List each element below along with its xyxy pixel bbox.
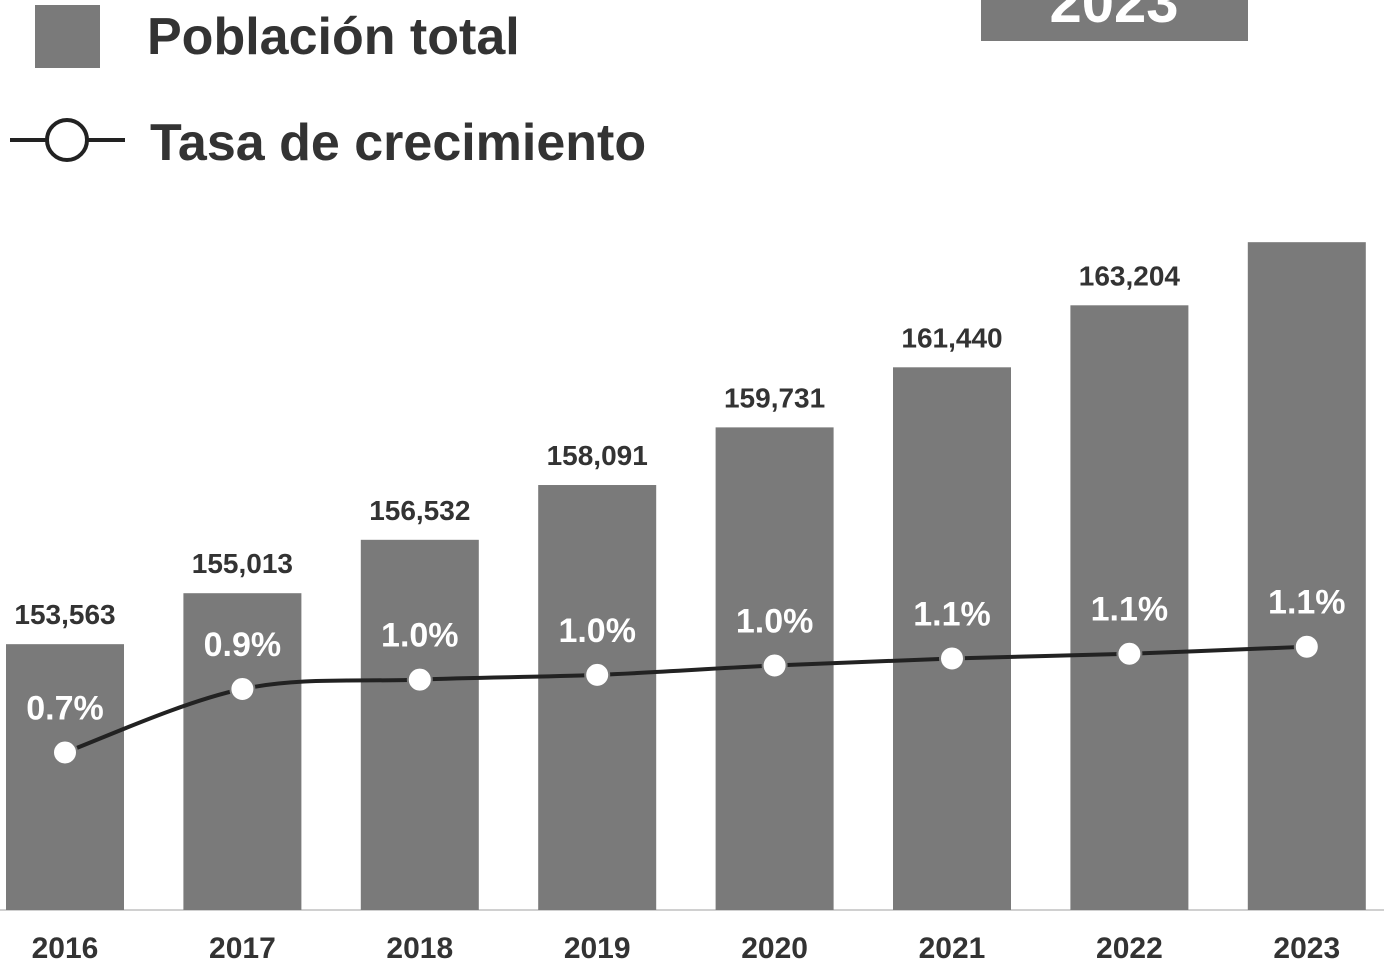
line-marker bbox=[1293, 633, 1320, 660]
line-marker bbox=[1116, 640, 1143, 667]
line-value-label: 0.7% bbox=[26, 689, 104, 727]
line-value-label: 1.0% bbox=[381, 617, 459, 655]
x-tick-label: 2023 bbox=[1273, 932, 1340, 964]
x-tick-label: 2022 bbox=[1096, 932, 1163, 964]
x-tick-label: 2020 bbox=[741, 932, 808, 964]
bar-value-label: 156,532 bbox=[369, 495, 470, 526]
bar-value-label: 155,013 bbox=[192, 548, 293, 579]
line-marker bbox=[229, 676, 256, 703]
bar bbox=[893, 367, 1011, 910]
line-value-label: 1.0% bbox=[558, 612, 636, 650]
line-value-label: 0.9% bbox=[204, 626, 282, 664]
bar bbox=[538, 485, 657, 910]
line-value-label: 1.1% bbox=[913, 595, 991, 633]
annotation: 2023 bbox=[1049, 0, 1178, 35]
line-marker bbox=[939, 645, 965, 672]
line-value-label: 1.1% bbox=[1268, 584, 1346, 622]
bar-value-label: 163,204 bbox=[1079, 260, 1181, 291]
x-tick-label: 2019 bbox=[564, 932, 631, 964]
line-marker bbox=[584, 661, 611, 688]
legend-marker bbox=[45, 118, 89, 162]
legend-swatch bbox=[35, 5, 100, 68]
x-tick-label: 2017 bbox=[209, 932, 276, 964]
bar bbox=[1247, 242, 1366, 910]
bar-value-label: 161,440 bbox=[901, 322, 1002, 353]
bar-value-label: 158,091 bbox=[547, 440, 648, 471]
legend-label: Tasa de crecimiento bbox=[150, 114, 646, 172]
bar bbox=[183, 593, 302, 910]
line-marker bbox=[406, 666, 433, 693]
x-tick-label: 2021 bbox=[919, 932, 986, 964]
legend-label: Población total bbox=[147, 8, 520, 66]
x-tick-label: 2018 bbox=[386, 932, 453, 964]
line-marker bbox=[761, 652, 788, 679]
bar-value-label: 153,563 bbox=[14, 599, 115, 630]
line bbox=[64, 644, 1307, 755]
line-value-label: 1.1% bbox=[1091, 591, 1169, 629]
bar-value-label: 159,731 bbox=[724, 382, 825, 413]
bar bbox=[6, 644, 124, 910]
bar bbox=[360, 539, 479, 910]
annotation-box bbox=[981, 0, 1248, 41]
x-tick-label: 2016 bbox=[32, 932, 99, 964]
line-value-label: 1.0% bbox=[736, 602, 814, 640]
bar bbox=[1070, 305, 1189, 911]
line-marker bbox=[52, 739, 78, 766]
